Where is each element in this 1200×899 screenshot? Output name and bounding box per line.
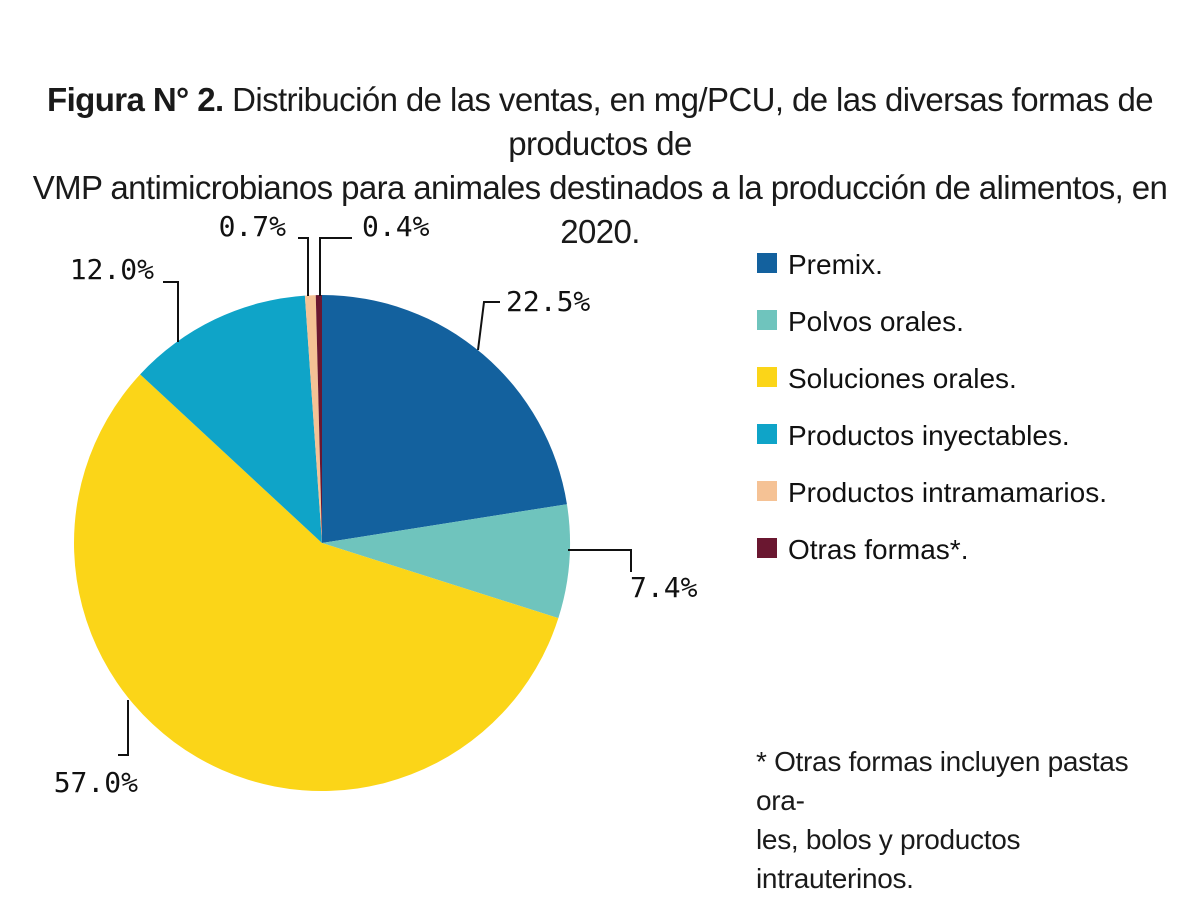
- legend-label-otras-formas: Otras formas*.: [788, 534, 968, 565]
- slice-label-soluciones-orales: 57.0%: [54, 766, 138, 799]
- pie-slice-premix: [322, 295, 567, 543]
- leader-line-productos-intramamarios: [298, 237, 309, 296]
- pie-slice-productos-intramamarios: [304, 295, 322, 543]
- title-text-1: Distribución de las ventas, en mg/PCU, d…: [232, 81, 1153, 162]
- figure-number: Figura N° 2.: [47, 81, 224, 118]
- slice-label-polvos-orales: 7.4%: [630, 571, 698, 604]
- legend-swatch-polvos-orales: [757, 310, 777, 330]
- footnote-line-2: les, bolos y productos intrauterinos.: [756, 824, 1021, 894]
- legend-swatch-productos-inyectables: [757, 424, 777, 444]
- leader-line-otras-formas: [319, 237, 352, 296]
- title-line-1: Figura N° 2. Distribución de las ventas,…: [20, 78, 1180, 166]
- legend-swatch-premix: [757, 253, 777, 273]
- legend-label-productos-inyectables: Productos inyectables.: [788, 420, 1070, 451]
- leader-line-soluciones-orales: [118, 700, 129, 756]
- legend-swatch-soluciones-orales: [757, 367, 777, 387]
- legend-label-productos-intramamarios: Productos intramamarios.: [788, 477, 1107, 508]
- legend-label-premix: Premix.: [788, 249, 883, 280]
- figure-title: Figura N° 2. Distribución de las ventas,…: [20, 78, 1180, 254]
- leader-line-premix: [477, 301, 500, 351]
- pie-slice-productos-inyectables: [140, 295, 322, 543]
- pie-slices: [74, 295, 570, 791]
- leader-line-polvos-orales: [568, 549, 632, 572]
- slice-label-productos-inyectables: 12.0%: [70, 253, 154, 286]
- slice-label-otras-formas: 0.4%: [362, 210, 430, 243]
- slice-label-productos-intramamarios: 0.7%: [219, 210, 287, 243]
- label-leader-lines: [118, 237, 632, 756]
- footnote: * Otras formas incluyen pastas ora- les,…: [756, 742, 1176, 898]
- legend-label-polvos-orales: Polvos orales.: [788, 306, 964, 337]
- legend-swatch-productos-intramamarios: [757, 481, 777, 501]
- legend-swatch-otras-formas: [757, 538, 777, 558]
- leader-line-productos-inyectables: [163, 281, 179, 342]
- pie-slice-otras-formas: [315, 295, 322, 543]
- footnote-line-1: * Otras formas incluyen pastas ora-: [756, 746, 1129, 816]
- title-line-2: VMP antimicrobianos para animales destin…: [32, 169, 1168, 250]
- pie-slice-soluciones-orales: [74, 374, 559, 791]
- pie-slice-polvos-orales: [322, 504, 570, 619]
- legend-label-soluciones-orales: Soluciones orales.: [788, 363, 1017, 394]
- legend: Premix. Polvos orales. Soluciones orales. P…: [757, 249, 1107, 565]
- slice-label-premix: 22.5%: [506, 285, 590, 318]
- slice-labels: 22.5% 7.4% 57.0% 12.0% 0.7% 0.4%: [54, 210, 698, 799]
